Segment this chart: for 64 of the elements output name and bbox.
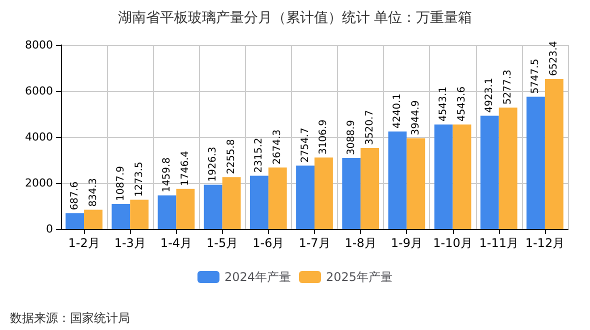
data-label: 1459.8 [162,157,173,192]
data-label: 3520.7 [364,110,376,146]
bar [406,138,426,229]
x-tick-label: 1-5月 [206,236,238,250]
bar [434,124,453,229]
bar [314,158,333,229]
bar [268,167,287,229]
data-label: 6523.4 [548,40,560,76]
data-label: 5747.5 [530,58,542,94]
bar [544,78,564,229]
data-label: 3944.9 [410,100,422,136]
x-tick-label: 1-10月 [433,236,472,250]
data-label: 687.6 [69,182,80,210]
data-label: 2674.3 [272,129,284,164]
bar [176,188,195,229]
data-label: 3088.9 [346,120,357,155]
bar [480,116,499,229]
data-label: 2315.2 [254,138,265,173]
data-label: 1273.5 [134,162,145,197]
bar [360,148,380,229]
x-tick-label: 1-6月 [252,236,284,250]
x-tick-label: 1-9月 [390,236,422,250]
bar [112,204,130,229]
y-tick-label: 8000 [25,38,53,52]
bar [296,166,314,229]
legend-label: 2025年产量 [326,270,393,284]
data-label: 4543.1 [438,86,450,122]
x-tick-label: 1-8月 [344,236,376,250]
data-label: 4923.1 [484,78,496,113]
x-tick-label: 1-4月 [160,236,192,250]
data-label: 4240.1 [392,93,403,128]
x-tick-label: 1-7月 [298,236,330,250]
x-tick-label: 1-11月 [479,236,518,250]
chart-title: 湖南省平板玻璃产量分月（累计值）统计 单位：万重量箱 [118,10,472,26]
bar [84,210,102,229]
data-label: 1746.4 [180,150,191,186]
data-label: 2754.7 [300,128,311,163]
bar [342,158,361,229]
y-tick-label: 6000 [25,84,53,98]
data-label: 4543.6 [456,86,468,122]
x-tick-label: 1-12月 [525,236,565,250]
x-tick-label: 1-3月 [114,236,146,250]
bar [204,184,222,229]
data-label: 5277.3 [502,70,514,105]
data-label: 2255.8 [226,139,238,174]
legend-label: 2024年产量 [224,270,292,284]
bar [526,96,545,229]
bar [250,176,268,229]
bar [66,213,84,229]
bar [130,200,149,229]
data-label: 1926.3 [208,146,219,182]
source-note: 数据来源：国家统计局 [10,311,130,325]
data-label: 3106.9 [318,120,330,155]
y-tick-label: 2000 [25,176,53,190]
bar [222,177,241,229]
y-tick-label: 4000 [25,130,53,144]
data-label: 834.3 [88,178,99,207]
bar [452,124,472,229]
data-label: 1087.9 [115,166,126,201]
bar [498,108,518,229]
y-tick-label: 0 [46,222,53,236]
bar [388,131,407,229]
bar [158,195,176,229]
x-tick-label: 1-2月 [68,236,100,250]
